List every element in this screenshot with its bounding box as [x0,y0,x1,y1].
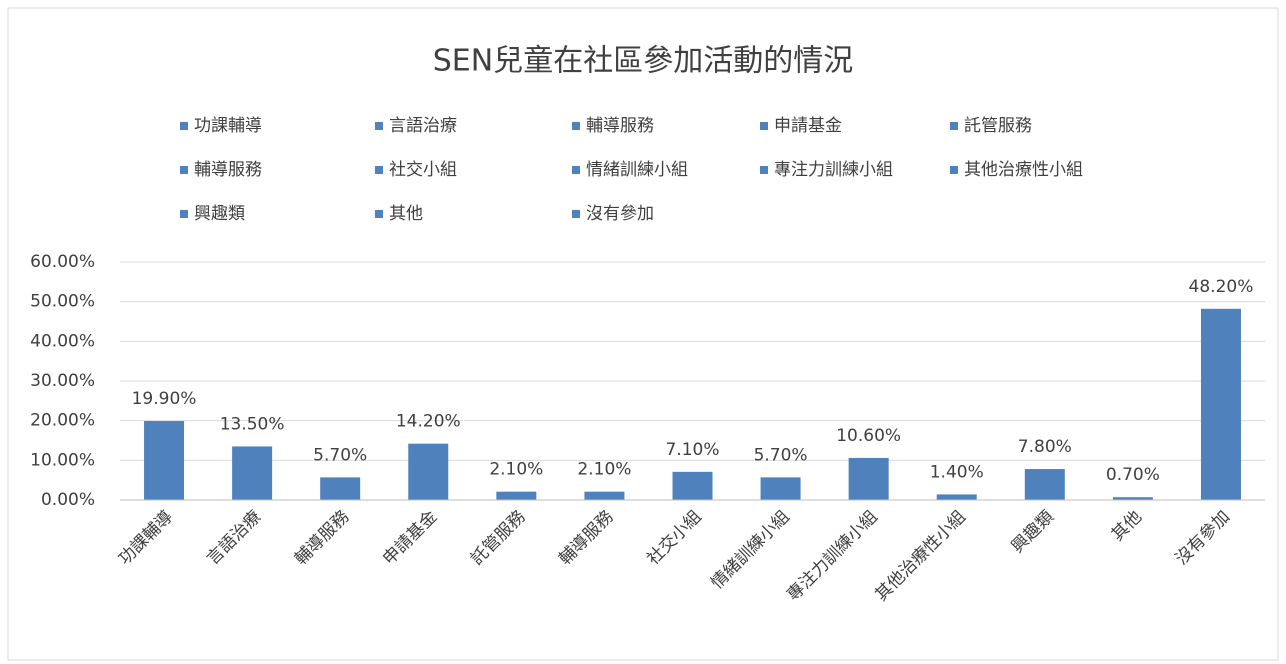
bar [848,457,889,500]
legend-label: 託管服務 [964,116,1032,136]
bar [232,446,273,500]
data-label: 1.40% [930,462,984,482]
data-label: 5.70% [313,445,367,465]
y-tick-label: 10.00% [30,450,95,470]
legend-swatch [180,210,188,218]
data-label: 48.20% [1189,277,1254,297]
bar [1024,469,1065,500]
bar [320,477,361,500]
y-tick-label: 40.00% [30,331,95,351]
data-label: 13.50% [220,414,285,434]
legend-swatch [180,122,188,130]
legend-swatch [375,122,383,130]
legend-swatch [572,210,580,218]
bar [672,471,713,500]
legend-swatch [375,166,383,174]
data-label: 5.70% [754,445,808,465]
bar [1200,308,1241,500]
legend-label: 其他治療性小組 [964,160,1083,180]
bar [408,443,449,500]
bar [496,491,537,500]
legend-swatch [572,122,580,130]
data-label: 2.10% [577,460,631,480]
legend-swatch [572,166,580,174]
data-label: 14.20% [396,412,461,432]
legend-label: 輔導服務 [194,160,262,180]
data-label: 19.90% [132,389,197,409]
chart-title: SEN兒童在社區參加活動的情況 [433,44,853,79]
legend-label: 其他 [389,204,423,224]
legend-label: 社交小組 [389,160,457,180]
data-label: 0.70% [1106,465,1160,485]
data-label: 7.10% [665,440,719,460]
legend-swatch [760,122,768,130]
y-tick-label: 60.00% [30,252,95,272]
legend-swatch [760,166,768,174]
bar [760,477,801,500]
legend-label: 興趣類 [194,204,245,224]
legend-label: 功課輔導 [194,116,262,136]
legend-swatch [950,166,958,174]
y-tick-label: 0.00% [41,490,95,510]
legend-label: 沒有參加 [586,204,654,224]
legend-swatch [950,122,958,130]
bar [144,421,185,500]
chart-border [7,7,1279,661]
data-label: 10.60% [836,426,901,446]
y-tick-label: 50.00% [30,292,95,312]
bar [1112,497,1153,500]
legend-swatch [375,210,383,218]
legend-label: 言語治療 [389,116,457,136]
legend-swatch [180,166,188,174]
legend-label: 申請基金 [774,116,842,136]
y-tick-label: 30.00% [30,371,95,391]
legend-label: 情緒訓練小組 [586,160,688,180]
bar [584,491,625,500]
bar [936,494,977,500]
y-tick-label: 20.00% [30,411,95,431]
data-label: 2.10% [489,460,543,480]
data-label: 7.80% [1018,437,1072,457]
legend-label: 專注力訓練小組 [774,160,893,180]
legend-label: 輔導服務 [586,116,654,136]
